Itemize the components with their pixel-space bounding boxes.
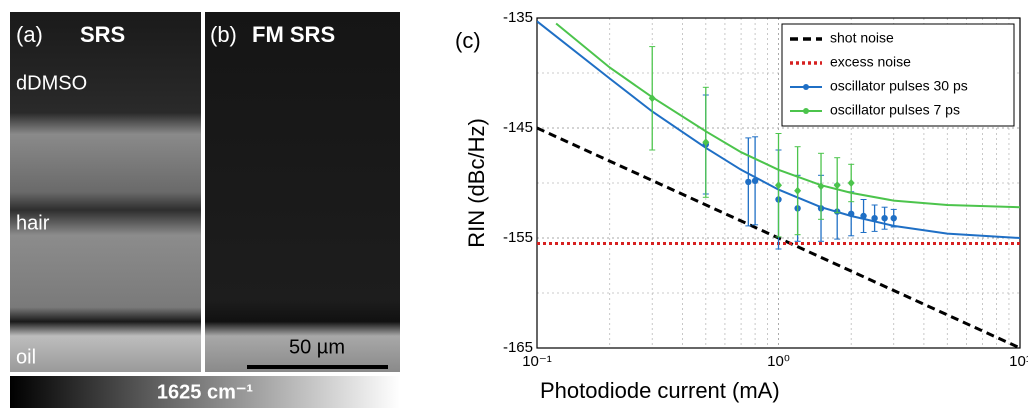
point: [648, 94, 656, 103]
panel-title: SRS: [80, 22, 125, 47]
x-axis-label: Photodiode current (mA): [540, 378, 780, 403]
point: [745, 178, 752, 186]
x-tick-label: 10⁰: [767, 353, 790, 370]
point: [847, 210, 855, 217]
srs-image: [10, 12, 201, 372]
legend-marker: [803, 108, 809, 114]
y-tick-label: -135: [503, 9, 533, 26]
plot-frame: [536, 17, 1021, 349]
panel-label: (b): [210, 22, 237, 47]
point: [751, 177, 759, 184]
legend-box: [781, 23, 1015, 127]
y-tick-label: -155: [503, 229, 533, 246]
point: [702, 138, 710, 147]
legend-label: shot noise: [830, 30, 894, 46]
point: [817, 182, 825, 191]
y-tick-label: -165: [503, 339, 533, 356]
legend-label: excess noise: [830, 54, 911, 70]
y-tick-label: -145: [503, 119, 533, 136]
point: [890, 215, 897, 222]
x-tick-label: 10⁻¹: [522, 353, 552, 370]
y-axis-label: RIN (dBc/Hz): [464, 118, 489, 248]
fm-srs-image: [205, 12, 400, 372]
panel-label: (a): [16, 22, 43, 47]
panel-label: (c): [455, 28, 481, 53]
scale-bar-label: 50 µm: [289, 336, 345, 358]
colorbar: [10, 376, 400, 408]
legend-label: oscillator pulses 30 ps: [830, 78, 968, 94]
point: [871, 215, 878, 222]
point: [860, 212, 867, 220]
point: [833, 181, 841, 190]
point: [881, 215, 888, 222]
image-label: dDMSO: [16, 72, 87, 94]
image-label: oil: [16, 346, 36, 368]
image-label: hair: [16, 212, 50, 234]
colorbar-label: 1625 cm⁻¹: [157, 381, 254, 403]
point: [847, 179, 855, 187]
point: [794, 186, 802, 195]
legend-label: oscillator pulses 7 ps: [830, 102, 960, 118]
panel-title: FM SRS: [252, 22, 335, 47]
point: [775, 181, 782, 190]
x-tick-label: 10¹: [1009, 353, 1028, 370]
legend-marker: [803, 84, 809, 90]
